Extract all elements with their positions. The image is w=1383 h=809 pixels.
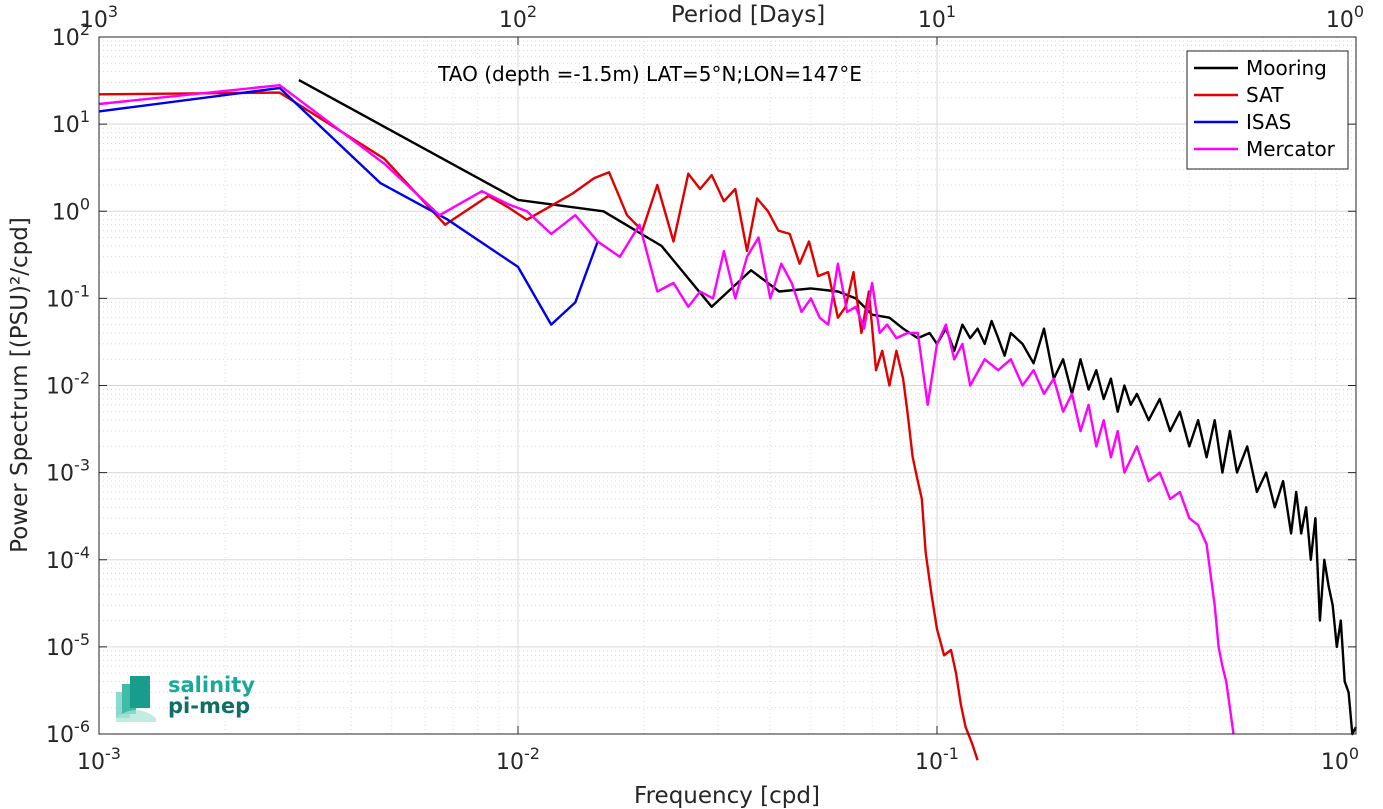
y-tick-label: 10-2 [46,369,90,400]
series-line-mooring [298,79,1358,736]
top-tick-label: 103 [80,2,118,33]
series-line-isas [98,86,599,326]
series-lines [98,79,1358,761]
series-line-mercator [98,83,1235,735]
y-tick-label: 10-5 [46,630,90,661]
top-axis-label: Period [Days] [671,2,825,28]
top-tick-label: 102 [499,2,537,33]
top-tick-label: 101 [918,2,956,33]
logo-text-pimep: pi-mep [168,694,250,718]
y-tick-label: 10-3 [46,456,90,487]
chart-annotation: TAO (depth =-1.5m) LAT=5°N;LON=147°E [437,62,862,86]
y-tick-label: 10-6 [46,717,90,748]
x-tick-label: 10-1 [915,744,959,775]
y-tick-label: 100 [52,194,90,225]
top-tick-label: 100 [1326,2,1364,33]
grid [98,36,1357,735]
x-tick-label: 100 [1321,744,1359,775]
legend: Mooring SAT ISAS Mercator [1186,50,1349,170]
y-axis-label: Power Spectrum [(PSU)²/cpd] [7,217,33,553]
x-tick-label: 10-2 [496,744,540,775]
logo-mark-front [130,676,150,708]
logo-wave [116,710,156,722]
y-tick-label: 10-4 [46,543,90,574]
y-tick-label: 101 [52,107,90,138]
x-tick-label: 10-3 [77,744,121,775]
legend-label-mooring: Mooring [1246,56,1327,80]
y-tick-label: 102 [52,20,90,51]
legend-label-sat: SAT [1246,83,1284,107]
legend-label-isas: ISAS [1246,110,1291,134]
logo: salinity pi-mep [116,673,255,722]
logo-text-salinity: salinity [168,673,255,697]
series-line-sat [98,91,979,761]
y-tick-label: 10-1 [46,281,90,312]
legend-label-mercator: Mercator [1246,137,1336,161]
x-axis-label: Frequency [cpd] [634,783,820,809]
